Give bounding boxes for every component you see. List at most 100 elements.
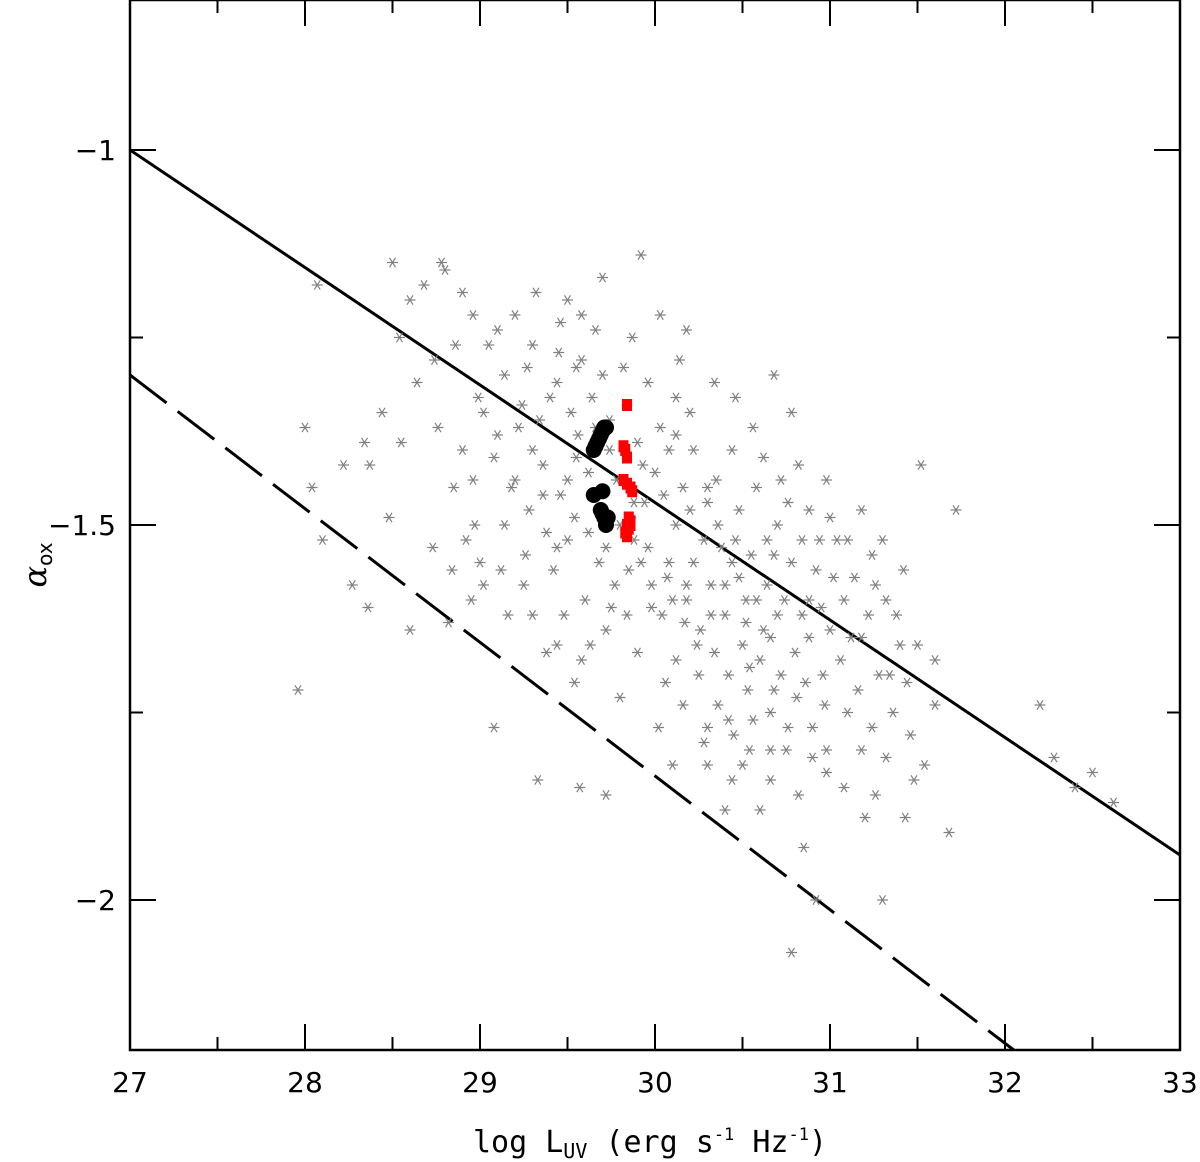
comparison-point: [674, 354, 685, 366]
comparison-point: [772, 609, 783, 621]
comparison-point: [376, 407, 388, 418]
comparison-point: [791, 692, 803, 703]
comparison-point: [698, 534, 710, 546]
comparison-point: [584, 639, 596, 651]
comparison-point: [492, 429, 503, 441]
comparison-point: [569, 512, 580, 523]
fit-lines: [130, 148, 1180, 1050]
red-point: [620, 444, 631, 456]
comparison-point: [541, 527, 552, 538]
comparison-point: [518, 579, 530, 591]
comparison-point: [663, 444, 675, 456]
red-point: [622, 530, 632, 543]
comparison-point: [292, 684, 304, 696]
comparison-point: [716, 542, 727, 553]
comparison-point: [877, 534, 888, 546]
comparison-point: [786, 947, 797, 958]
comparison-point: [943, 827, 955, 838]
comparison-point: [642, 542, 654, 553]
red-point: [625, 519, 636, 531]
comparison-point: [852, 684, 864, 696]
comparison-point: [597, 369, 608, 381]
comparison-point: [828, 572, 839, 583]
comparison-point: [516, 399, 528, 411]
comparison-point: [600, 789, 612, 801]
comparison-point: [798, 842, 810, 853]
comparison-point: [880, 594, 892, 606]
comparison-point: [838, 782, 850, 793]
comparison-point: [553, 347, 565, 358]
comparison-point: [551, 377, 563, 388]
y-tick-label: −1.5: [48, 509, 116, 542]
comparison-point: [793, 789, 804, 801]
x-tick-label: 33: [1162, 1066, 1198, 1099]
x-tick-label: 30: [637, 1066, 673, 1099]
comparison-point: [583, 467, 594, 478]
comparison-point: [733, 504, 745, 516]
comparison-point: [653, 722, 664, 733]
comparison-point: [404, 624, 416, 636]
x-tick-label: 32: [987, 1066, 1023, 1099]
comparison-point: [658, 489, 670, 501]
comparison-point: [562, 474, 573, 486]
comparison-point: [796, 609, 808, 621]
comparison-point: [436, 257, 447, 268]
comparison-point: [667, 594, 678, 606]
black-points: [585, 419, 616, 533]
comparison-point: [803, 504, 815, 516]
comparison-point: [712, 519, 724, 531]
comparison-point: [637, 459, 649, 471]
comparison-point: [737, 639, 748, 651]
comparison-point: [782, 497, 794, 508]
comparison-point: [472, 392, 484, 403]
comparison-point: [761, 534, 773, 546]
comparison-point: [362, 602, 374, 613]
comparison-point: [751, 482, 762, 493]
comparison-point: [765, 707, 776, 718]
comparison-point: [541, 647, 552, 658]
comparison-point: [492, 324, 503, 336]
comparison-point: [677, 482, 689, 493]
comparison-point: [709, 647, 720, 658]
comparison-point: [670, 429, 682, 441]
comparison-point: [730, 534, 741, 546]
comparison-point: [646, 579, 657, 591]
comparison-point: [306, 482, 318, 493]
comparison-point: [551, 639, 563, 651]
comparison-point: [532, 774, 544, 786]
comparison-point: [838, 594, 850, 606]
comparison-point: [698, 737, 710, 748]
comparison-point: [702, 497, 713, 508]
comparison-point: [502, 609, 514, 621]
comparison-point: [427, 542, 439, 553]
comparison-point: [555, 489, 566, 501]
comparison-point: [667, 759, 678, 771]
plot-frame: [128, 0, 1182, 1052]
comparison-point: [583, 527, 594, 538]
comparison-point: [719, 609, 731, 621]
black-point: [594, 483, 611, 500]
comparison-point: [702, 482, 713, 493]
comparison-point: [733, 572, 745, 583]
comparison-point: [600, 542, 612, 553]
comparison-point: [898, 564, 909, 576]
comparison-point: [509, 309, 521, 321]
comparison-point: [726, 774, 738, 786]
comparison-point: [693, 669, 705, 681]
comparison-point: [744, 744, 755, 756]
comparison-point: [593, 557, 605, 568]
comparison-point: [849, 572, 860, 583]
comparison-point: [614, 692, 626, 703]
comparison-point: [745, 549, 757, 561]
comparison-point: [465, 594, 477, 606]
comparison-point: [866, 549, 878, 561]
comparison-point: [677, 699, 689, 711]
comparison-point: [642, 377, 654, 388]
comparison-point: [842, 707, 853, 718]
comparison-point: [819, 699, 831, 711]
comparison-point: [905, 729, 916, 741]
comparison-point: [621, 609, 633, 621]
comparison-point: [765, 632, 776, 643]
comparison-point: [418, 279, 430, 291]
comparison-point: [311, 279, 323, 291]
